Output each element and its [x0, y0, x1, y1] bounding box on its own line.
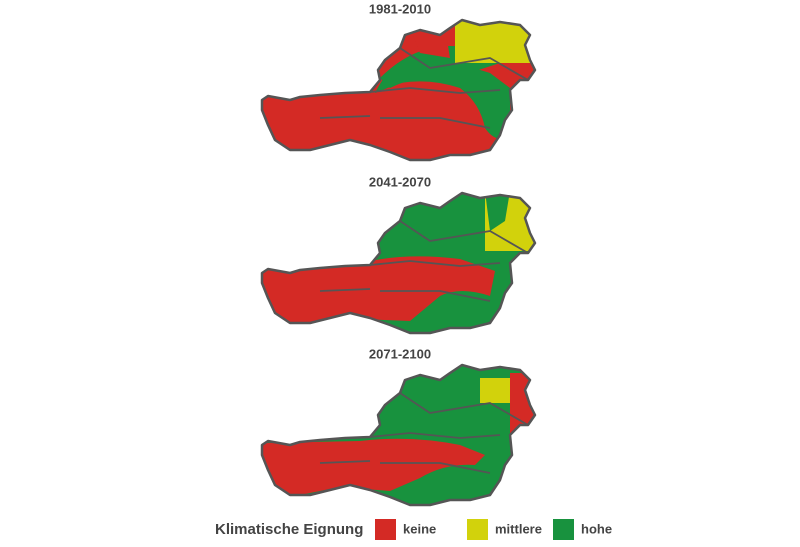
legend-swatch	[553, 519, 574, 540]
suitability-area	[485, 193, 510, 231]
legend-swatch	[467, 519, 488, 540]
legend-label: hohe	[581, 521, 612, 536]
legend-label: mittlere	[495, 521, 542, 536]
suitability-area	[262, 256, 495, 326]
map	[260, 363, 537, 507]
legend-label: keine	[403, 521, 436, 536]
suitability-area	[455, 20, 535, 63]
suitability-area	[262, 438, 485, 495]
legend-title: Klimatische Eignung	[215, 521, 363, 538]
panel-title: 2071-2100	[369, 346, 431, 361]
map	[260, 18, 537, 162]
legend-swatch	[375, 519, 396, 540]
panel-title: 2041-2070	[369, 174, 431, 189]
map	[260, 191, 537, 335]
legend: Klimatische Eignung keine mittlere hohe	[215, 519, 612, 540]
panel-title: 1981-2010	[369, 1, 431, 16]
